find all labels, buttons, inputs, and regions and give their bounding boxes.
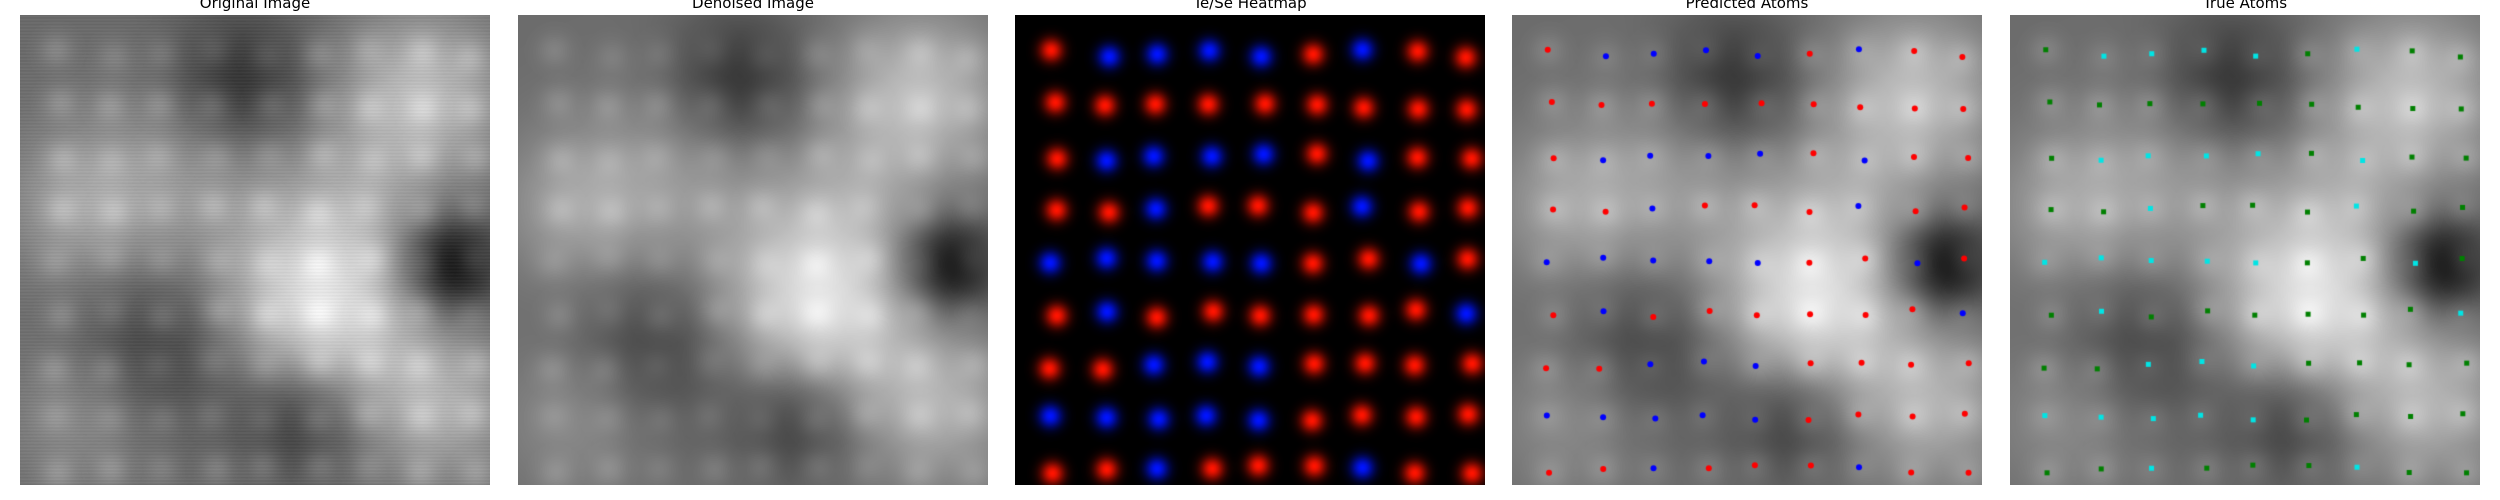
panel-title-denoised: Denoised Image bbox=[692, 0, 814, 12]
panel-true-atoms bbox=[2010, 15, 2480, 485]
panel-title-heatmap: Te/Se Heatmap bbox=[1193, 0, 1307, 12]
panel-title-true: True Atoms bbox=[2202, 0, 2288, 12]
panel-te-se-heatmap bbox=[1015, 15, 1485, 485]
predicted-atoms-canvas bbox=[1512, 15, 1982, 485]
panel-denoised-image bbox=[518, 15, 988, 485]
original-image-canvas bbox=[20, 15, 490, 485]
heatmap-canvas bbox=[1015, 15, 1485, 485]
panel-original-image bbox=[20, 15, 490, 485]
panel-title-original: Original Image bbox=[199, 0, 311, 12]
true-atoms-canvas bbox=[2010, 15, 2480, 485]
panel-predicted-atoms bbox=[1512, 15, 1982, 485]
denoised-image-canvas bbox=[518, 15, 988, 485]
panel-title-predicted: Predicted Atoms bbox=[1685, 0, 1809, 12]
